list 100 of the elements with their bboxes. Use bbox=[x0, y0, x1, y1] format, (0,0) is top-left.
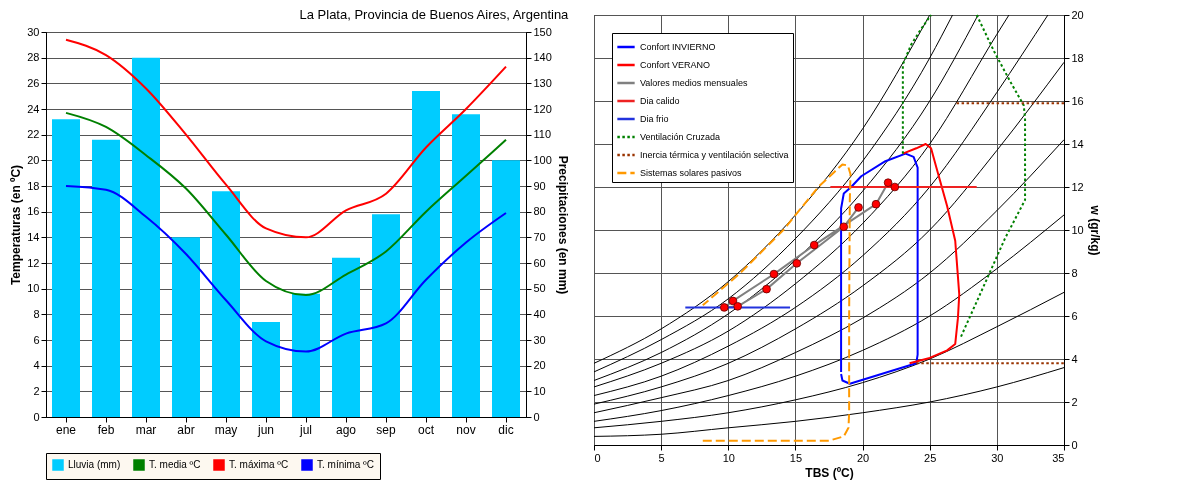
y-tick-label: 18 bbox=[27, 179, 40, 192]
y-tick-label: 8 bbox=[1071, 266, 1078, 279]
x-tick-label: 35 bbox=[1052, 451, 1065, 464]
line-series bbox=[840, 152, 919, 385]
x-axis-title: TBS (ºC) bbox=[805, 465, 854, 480]
x-tick-label: 15 bbox=[789, 451, 803, 464]
y2-axis-title: Precipitaciones (en mm) bbox=[555, 155, 570, 295]
bar bbox=[172, 237, 200, 417]
y-tick-label: 12 bbox=[1071, 180, 1084, 193]
y-tick-label: 16 bbox=[1071, 94, 1084, 107]
y-tick-label: 24 bbox=[27, 102, 40, 115]
y2-tick-label: 40 bbox=[533, 307, 546, 320]
y-tick-label: 8 bbox=[33, 307, 40, 320]
bar bbox=[212, 191, 240, 417]
y2-tick-label: 100 bbox=[533, 153, 552, 166]
legend-label: Sistemas solares pasivos bbox=[640, 168, 743, 178]
legend-label: Valores medios mensuales bbox=[640, 78, 748, 88]
y-tick-label: 18 bbox=[1071, 51, 1084, 64]
y2-tick-label: 150 bbox=[533, 25, 552, 38]
bar bbox=[292, 293, 320, 417]
x-tick-label: 5 bbox=[658, 451, 665, 464]
bar bbox=[372, 214, 400, 417]
y2-tick-label: 50 bbox=[533, 282, 546, 295]
legend-label: Confort VERANO bbox=[640, 60, 711, 70]
point bbox=[719, 303, 729, 312]
x-tick-label: 30 bbox=[991, 451, 1004, 464]
point bbox=[762, 284, 771, 294]
y-tick-label: 2 bbox=[33, 384, 40, 397]
x-tick-label: sep bbox=[376, 422, 396, 437]
point bbox=[854, 203, 863, 212]
bar bbox=[92, 139, 120, 417]
point bbox=[839, 222, 849, 232]
legend-label: Ventilación Cruzada bbox=[640, 132, 721, 142]
y-tick-label: 20 bbox=[27, 153, 40, 166]
y2-tick-label: 10 bbox=[533, 384, 546, 397]
y2-tick-label: 80 bbox=[533, 205, 546, 218]
y2-tick-label: 110 bbox=[533, 128, 552, 141]
x-tick-label: 10 bbox=[722, 451, 735, 464]
y-tick-label: 4 bbox=[33, 359, 40, 372]
x-tick-label: mar bbox=[135, 422, 157, 437]
x-tick-label: may bbox=[214, 422, 238, 437]
point bbox=[733, 302, 742, 311]
line-series bbox=[65, 38, 507, 239]
y-tick-label: 26 bbox=[27, 76, 40, 89]
y-tick-label: 22 bbox=[27, 128, 40, 141]
y2-tick-label: 20 bbox=[533, 359, 546, 372]
y-tick-label: 0 bbox=[1071, 438, 1078, 451]
y-tick-label: 10 bbox=[27, 282, 40, 295]
legend-label: T. mínima ºC bbox=[317, 459, 374, 470]
x-tick-label: ago bbox=[335, 422, 357, 437]
point bbox=[792, 259, 802, 268]
y-tick-label: 4 bbox=[1071, 352, 1078, 365]
x-tick-label: nov bbox=[456, 422, 476, 437]
bar bbox=[492, 160, 520, 417]
legend-label: Dia calido bbox=[640, 96, 680, 106]
bar bbox=[132, 57, 160, 417]
legend-label: T. media ºC bbox=[149, 459, 201, 470]
legend-label: Dia frio bbox=[640, 114, 669, 124]
bar bbox=[52, 119, 80, 417]
bar bbox=[252, 322, 280, 417]
y2-tick-label: 140 bbox=[533, 51, 552, 64]
y-tick-label: 16 bbox=[27, 205, 40, 218]
y-axis-title: Temperaturas (en ºC) bbox=[9, 164, 24, 286]
y2-tick-label: 70 bbox=[533, 230, 546, 243]
y2-tick-label: 0 bbox=[533, 410, 540, 423]
y2-tick-label: 120 bbox=[533, 102, 552, 115]
point bbox=[883, 178, 893, 187]
y2-tick-label: 60 bbox=[533, 256, 546, 269]
legend-label: Inercia térmica y ventilación selectiva bbox=[640, 150, 789, 160]
x-tick-label: 0 bbox=[594, 451, 601, 464]
x-tick-label: 25 bbox=[924, 451, 937, 464]
y2-tick-label: 30 bbox=[533, 333, 546, 346]
x-tick-label: jul bbox=[298, 422, 313, 437]
legend-label: Lluvia (mm) bbox=[68, 459, 121, 470]
y-tick-label: 14 bbox=[27, 230, 40, 243]
bar bbox=[412, 91, 440, 417]
x-tick-label: jun bbox=[256, 422, 275, 437]
legend-label: T. máxima ºC bbox=[229, 459, 289, 470]
y-axis-title: w (gr/kg) bbox=[1087, 204, 1102, 256]
point bbox=[809, 240, 819, 250]
y-tick-label: 6 bbox=[1071, 309, 1078, 322]
legend-label: Confort INVIERNO bbox=[640, 42, 716, 52]
y2-tick-label: 90 bbox=[533, 179, 546, 192]
y-tick-label: 0 bbox=[33, 410, 40, 423]
y-tick-label: 14 bbox=[1071, 137, 1084, 150]
y2-tick-label: 130 bbox=[533, 76, 552, 89]
x-tick-label: 20 bbox=[856, 451, 870, 464]
line-series bbox=[65, 111, 507, 297]
x-tick-label: abr bbox=[177, 422, 195, 437]
point bbox=[769, 269, 779, 279]
point bbox=[728, 296, 738, 306]
x-tick-label: dic bbox=[498, 422, 514, 437]
x-tick-label: ene bbox=[55, 422, 77, 437]
y-tick-label: 28 bbox=[27, 51, 40, 64]
y-tick-label: 20 bbox=[1071, 8, 1084, 21]
point bbox=[871, 199, 881, 209]
y-tick-label: 2 bbox=[1071, 395, 1078, 408]
point bbox=[890, 182, 900, 192]
line-series bbox=[901, 143, 961, 365]
y-tick-label: 6 bbox=[33, 333, 40, 346]
